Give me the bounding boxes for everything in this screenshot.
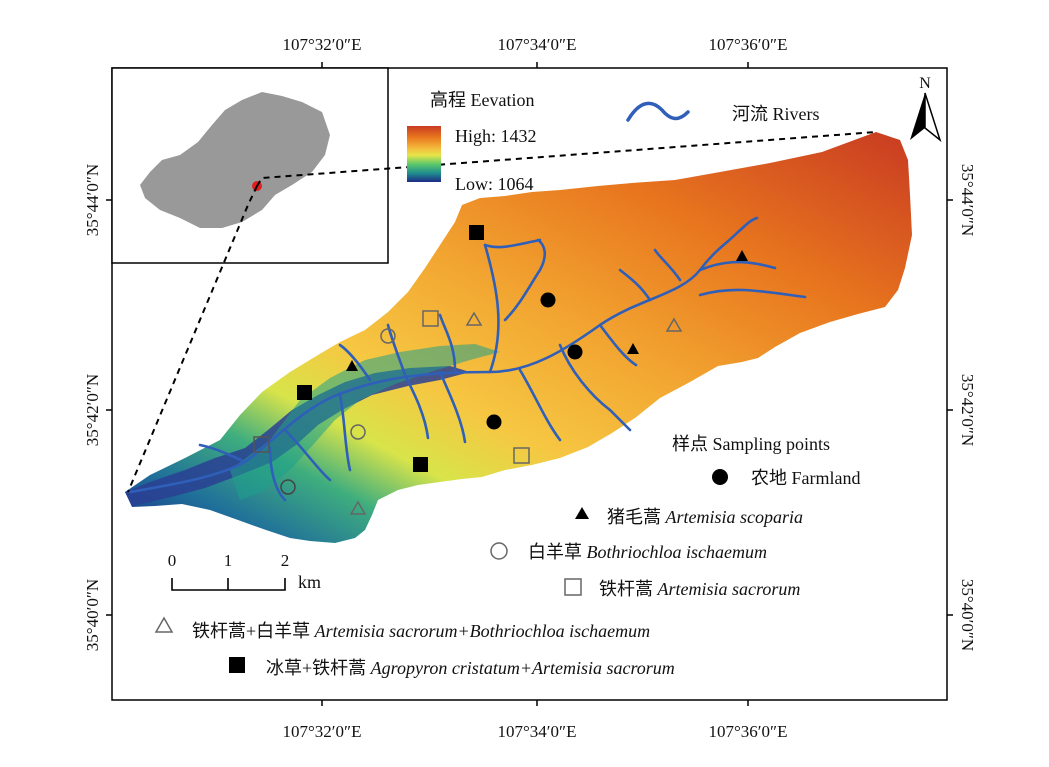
- bottom-lon-label: 107°36′0″E: [709, 722, 788, 741]
- legend-cn: 农地: [751, 468, 787, 488]
- sampling-legend: 样点 Sampling points 农地 Farmland 猪毛蒿 Artem…: [154, 434, 861, 678]
- legend-item-agropyron-sacrorum: 冰草+铁杆蒿 Agropyron cristatum+Artemisia sac…: [266, 658, 675, 678]
- farmland-point: [486, 414, 502, 430]
- artemisia-scoparia-point: [627, 343, 639, 354]
- left-lat-label: 35°42′0″N: [83, 374, 102, 446]
- open-triangle-icon: [154, 616, 174, 633]
- filled-triangle-icon: [575, 507, 589, 519]
- elevation-legend: 高程 Eevation High: 1432 Low: 1064: [407, 90, 537, 194]
- scale-tick-1: 1: [224, 551, 233, 570]
- rivers-legend-label: 河流 Rivers: [732, 104, 820, 124]
- mixed-sacrorum-bothriochloa-point: [349, 500, 367, 515]
- sampling-legend-title: 样点 Sampling points: [672, 434, 830, 454]
- coordinate-labels: 107°32′0″E 107°34′0″E 107°36′0″E 107°32′…: [83, 35, 977, 741]
- filled-square-icon: [229, 657, 245, 673]
- scale-tick-0: 0: [168, 551, 177, 570]
- scale-unit: km: [298, 572, 321, 592]
- legend-item-sacrorum-bothriochloa: 铁杆蒿+白羊草 Artemisia sacrorum+Bothriochloa …: [192, 621, 650, 641]
- right-lat-label: 35°44′0″N: [958, 164, 977, 236]
- elevation-legend-title: 高程 Eevation: [430, 90, 534, 110]
- rivers-legend: 河流 Rivers: [626, 101, 820, 124]
- elevation-low-label: Low: 1064: [455, 174, 534, 194]
- bothriochloa-point: [280, 479, 296, 495]
- right-lat-label: 35°42′0″N: [958, 374, 977, 446]
- legend-en: Agropyron cristatum+Artemisia sacrorum: [370, 658, 675, 678]
- legend-cn: 铁杆蒿: [599, 579, 653, 599]
- legend-en: Artemisia scoparia: [665, 507, 804, 527]
- legend-cn: 猪毛蒿: [607, 507, 661, 527]
- bottom-lon-label: 107°32′0″E: [283, 722, 362, 741]
- agropyron-sacrorum-point: [469, 225, 484, 240]
- river-symbol: [626, 101, 690, 122]
- agropyron-sacrorum-point: [297, 385, 312, 400]
- legend-en: Farmland: [792, 468, 861, 488]
- artemisia-sacrorum-point: [513, 447, 530, 464]
- legend-cn: 铁杆蒿+白羊草: [192, 621, 310, 641]
- artemisia-scoparia-point: [346, 360, 358, 371]
- bothriochloa-point: [350, 424, 366, 440]
- legend-en: Artemisia sacrorum: [657, 579, 801, 599]
- filled-circle-icon: [712, 469, 728, 485]
- farmland-point: [540, 292, 556, 308]
- legend-en: Artemisia sacrorum+Bothriochloa ischaemu…: [314, 621, 650, 641]
- legend-item-artemisia-sacrorum: 铁杆蒿 Artemisia sacrorum: [599, 579, 800, 599]
- bothriochloa-point: [380, 328, 396, 344]
- north-label: N: [919, 75, 931, 92]
- farmland-point: [567, 344, 583, 360]
- left-lat-label: 35°44′0″N: [83, 164, 102, 236]
- north-arrow-icon: [910, 93, 925, 140]
- mixed-sacrorum-bothriochloa-point: [665, 317, 683, 332]
- legend-item-farmland: 农地 Farmland: [751, 468, 861, 488]
- north-arrow: N: [910, 75, 942, 143]
- elevation-high-label: High: 1432: [455, 126, 537, 146]
- scale-tick-2: 2: [281, 551, 290, 570]
- inset-region-shape: [140, 92, 330, 228]
- open-square-icon: [564, 578, 582, 596]
- right-lat-label: 35°40′0″N: [958, 579, 977, 651]
- mixed-sacrorum-bothriochloa-point: [465, 311, 483, 326]
- inset-connector-lines: [127, 131, 877, 493]
- top-lon-label: 107°36′0″E: [709, 35, 788, 54]
- elevation-color-ramp: [407, 126, 441, 182]
- artemisia-sacrorum-point: [253, 436, 270, 453]
- legend-cn: 白羊草: [528, 542, 582, 562]
- frame-ticks: [106, 62, 953, 706]
- legend-cn: 冰草+铁杆蒿: [266, 658, 366, 678]
- top-lon-label: 107°32′0″E: [283, 35, 362, 54]
- artemisia-scoparia-point: [736, 250, 748, 261]
- agropyron-sacrorum-point: [413, 457, 428, 472]
- watershed-elevation: [125, 132, 912, 543]
- legend-item-bothriochloa: 白羊草 Bothriochloa ischaemum: [528, 542, 767, 562]
- legend-item-artemisia-scoparia: 猪毛蒿 Artemisia scoparia: [607, 507, 803, 527]
- valley-shading-green: [230, 344, 500, 500]
- bottom-lon-label: 107°34′0″E: [498, 722, 577, 741]
- scale-bar: 0 1 2 km: [168, 551, 321, 592]
- legend-en: Bothriochloa ischaemum: [587, 542, 767, 562]
- top-lon-label: 107°34′0″E: [498, 35, 577, 54]
- sampling-points: [253, 225, 748, 515]
- artemisia-sacrorum-point: [422, 310, 439, 327]
- left-lat-label: 35°40′0″N: [83, 579, 102, 651]
- open-circle-icon: [490, 542, 508, 560]
